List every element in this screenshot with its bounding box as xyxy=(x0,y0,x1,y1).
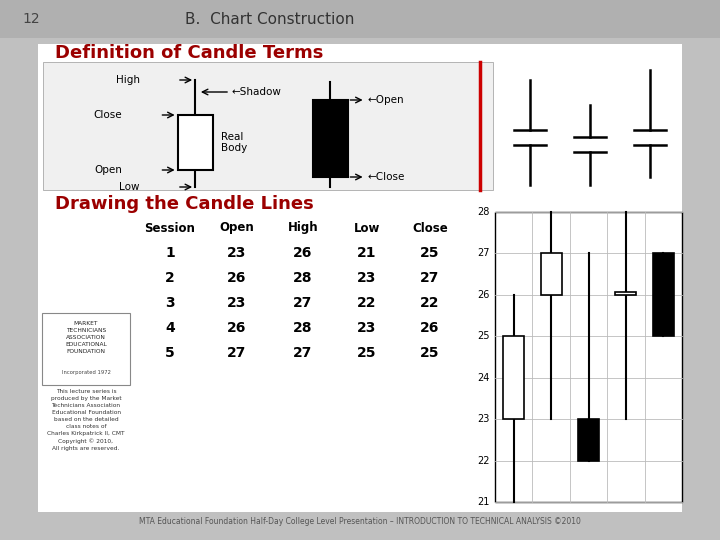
Bar xyxy=(578,419,599,461)
Text: MARKET
TECHNICIANS
ASSOCIATION
EDUCATIONAL
FOUNDATION: MARKET TECHNICIANS ASSOCIATION EDUCATION… xyxy=(65,321,107,354)
Bar xyxy=(0,0,720,38)
Text: Low: Low xyxy=(354,221,380,234)
Text: Low: Low xyxy=(120,182,140,192)
Bar xyxy=(495,212,682,502)
Text: 12: 12 xyxy=(22,12,40,26)
Text: ←Open: ←Open xyxy=(367,95,404,105)
Text: 23: 23 xyxy=(228,246,247,260)
Bar xyxy=(43,62,493,190)
Text: 22: 22 xyxy=(477,456,490,465)
Bar xyxy=(653,253,674,336)
Text: 21: 21 xyxy=(477,497,490,507)
Text: 25: 25 xyxy=(420,246,440,260)
Text: 25: 25 xyxy=(477,331,490,341)
Text: 27: 27 xyxy=(420,271,440,285)
Text: 28: 28 xyxy=(293,321,312,335)
Text: 26: 26 xyxy=(228,321,247,335)
Text: 27: 27 xyxy=(477,248,490,259)
Text: 4: 4 xyxy=(165,321,175,335)
Bar xyxy=(42,313,130,385)
Text: 27: 27 xyxy=(293,346,312,360)
Text: 26: 26 xyxy=(420,321,440,335)
Text: Incorporated 1972: Incorporated 1972 xyxy=(61,370,110,375)
Text: 23: 23 xyxy=(357,271,377,285)
Text: 21: 21 xyxy=(357,246,377,260)
Text: 24: 24 xyxy=(477,373,490,383)
Text: 23: 23 xyxy=(228,296,247,310)
Bar xyxy=(616,292,636,295)
Bar xyxy=(503,336,524,419)
Text: 27: 27 xyxy=(293,296,312,310)
Text: ←Close: ←Close xyxy=(367,172,405,182)
Text: 26: 26 xyxy=(477,290,490,300)
Text: 2: 2 xyxy=(165,271,175,285)
Text: B.  Chart Construction: B. Chart Construction xyxy=(185,11,354,26)
Text: 28: 28 xyxy=(293,271,312,285)
Text: This lecture series is
produced by the Market
Technicians Association
Educationa: This lecture series is produced by the M… xyxy=(48,389,125,451)
Text: 25: 25 xyxy=(357,346,377,360)
Text: 3: 3 xyxy=(165,296,175,310)
Text: Session: Session xyxy=(145,221,195,234)
Text: Real
Body: Real Body xyxy=(220,132,247,153)
Text: Open: Open xyxy=(220,221,254,234)
Text: 22: 22 xyxy=(420,296,440,310)
Text: 28: 28 xyxy=(477,207,490,217)
Text: 26: 26 xyxy=(293,246,312,260)
Bar xyxy=(38,44,682,512)
Text: High: High xyxy=(116,75,140,85)
Bar xyxy=(178,115,212,170)
Text: 22: 22 xyxy=(357,296,377,310)
Text: 27: 27 xyxy=(228,346,247,360)
Text: 23: 23 xyxy=(357,321,377,335)
Text: 1: 1 xyxy=(165,246,175,260)
Text: ←Shadow: ←Shadow xyxy=(232,87,282,97)
Bar xyxy=(541,253,562,295)
Text: 26: 26 xyxy=(228,271,247,285)
Text: Definition of Candle Terms: Definition of Candle Terms xyxy=(55,44,323,62)
Text: MTA Educational Foundation Half-Day College Level Presentation – INTRODUCTION TO: MTA Educational Foundation Half-Day Coll… xyxy=(139,517,581,526)
Text: High: High xyxy=(288,221,318,234)
Text: Drawing the Candle Lines: Drawing the Candle Lines xyxy=(55,195,314,213)
Text: Open: Open xyxy=(94,165,122,175)
Text: 5: 5 xyxy=(165,346,175,360)
Text: Close: Close xyxy=(94,110,122,120)
Bar xyxy=(312,100,348,177)
Text: Close: Close xyxy=(412,221,448,234)
Text: 23: 23 xyxy=(477,414,490,424)
Text: 25: 25 xyxy=(420,346,440,360)
